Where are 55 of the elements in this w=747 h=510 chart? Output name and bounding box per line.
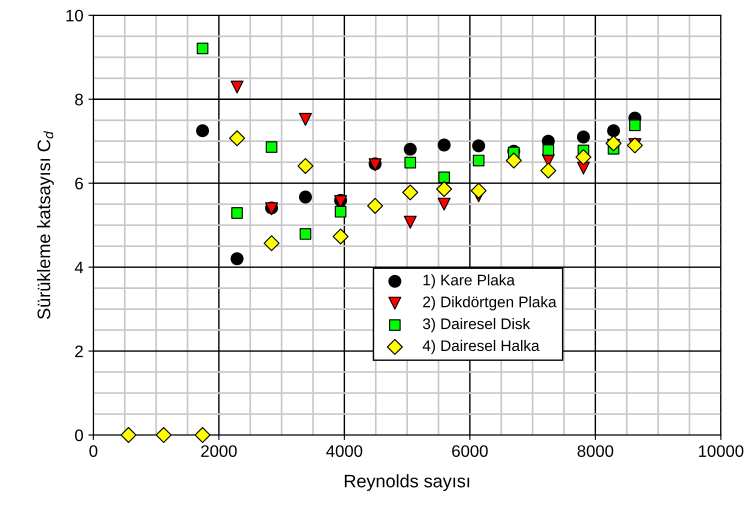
point (404, 216, 417, 229)
x-tick-label: 0 (89, 445, 98, 457)
point (576, 130, 590, 144)
y-tick-label: 8 (75, 94, 83, 106)
point (194, 427, 211, 444)
point (297, 158, 314, 174)
point (629, 119, 641, 132)
x-tick-label: 4000 (326, 445, 362, 457)
legend-label: 2) Dikdörtgen Plaka (423, 296, 557, 310)
point (230, 80, 244, 94)
point (264, 235, 280, 252)
point (470, 182, 487, 199)
point (334, 206, 346, 218)
point (506, 152, 522, 169)
point (332, 228, 349, 245)
x-tick-label: 2000 (201, 445, 237, 457)
x-tick-label: 6000 (452, 445, 488, 457)
point (230, 252, 244, 266)
x-tick-label: 8000 (578, 445, 614, 457)
point (402, 184, 418, 200)
point (367, 198, 384, 214)
point (404, 156, 416, 168)
point (266, 141, 278, 153)
point (156, 427, 172, 444)
point (540, 162, 556, 179)
point (606, 135, 622, 152)
point (438, 198, 451, 211)
y-tick-label: 10 (66, 10, 84, 22)
point (542, 144, 554, 156)
point (607, 124, 620, 138)
legend-label: 4) Dairesel Halka (422, 340, 540, 354)
x-axis-title: Reynolds sayısı (344, 474, 470, 492)
y-tick-label: 2 (75, 345, 83, 358)
point (298, 190, 312, 204)
y-tick-label: 6 (75, 178, 83, 190)
point (436, 181, 452, 198)
x-tick-label: 10000 (698, 445, 744, 457)
legend-label: 1) Kare Plaka (424, 274, 515, 288)
point (300, 228, 312, 240)
y-tick-label: 4 (74, 262, 84, 274)
point (298, 112, 312, 126)
point (575, 149, 592, 166)
point (120, 427, 137, 444)
point (231, 207, 243, 219)
legend-label: 3) Dairesel Disk (422, 318, 530, 332)
point (404, 142, 417, 156)
point (196, 124, 210, 138)
y-tick-label: 0 (75, 429, 83, 442)
y-axis-title: Sürükleme katsayısı C$_{d}$ (37, 130, 54, 320)
point (472, 139, 486, 152)
point (196, 42, 208, 54)
point (229, 130, 246, 146)
point (472, 154, 484, 166)
point (438, 171, 450, 184)
point (438, 138, 451, 152)
